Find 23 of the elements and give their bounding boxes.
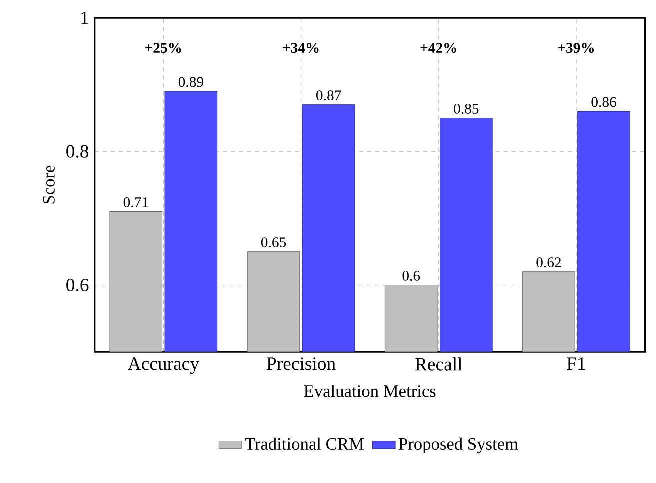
annotation: +34%	[283, 43, 319, 54]
y-tick-label: 0.8	[66, 145, 89, 158]
annotation: +42%	[420, 43, 456, 54]
data-label: 0.62	[536, 258, 562, 268]
data-label: 0.71	[124, 198, 148, 208]
x-tick-label: Precision	[267, 358, 336, 370]
y-tick-label: 1	[82, 12, 88, 24]
data-label: 0.85	[454, 104, 479, 114]
annotation: +25%	[146, 43, 182, 54]
legend-label: Proposed System	[398, 438, 518, 454]
x-axis-title: Evaluation Metrics	[304, 385, 436, 398]
data-label: 0.86	[592, 97, 616, 108]
y-axis-title: Score	[43, 166, 55, 204]
x-tick-label: Recall	[416, 358, 462, 371]
data-label: 0.6	[402, 271, 420, 281]
y-tick-label: 0.6	[66, 278, 89, 292]
data-label: 0.65	[261, 238, 286, 248]
data-label: 0.87	[316, 90, 342, 101]
x-tick-label: F1	[567, 358, 586, 370]
annotation: +39%	[558, 43, 594, 54]
legend-label: Traditional CRM	[245, 438, 364, 450]
data-label: 0.89	[178, 77, 204, 88]
x-tick-label: Accuracy	[128, 358, 200, 374]
